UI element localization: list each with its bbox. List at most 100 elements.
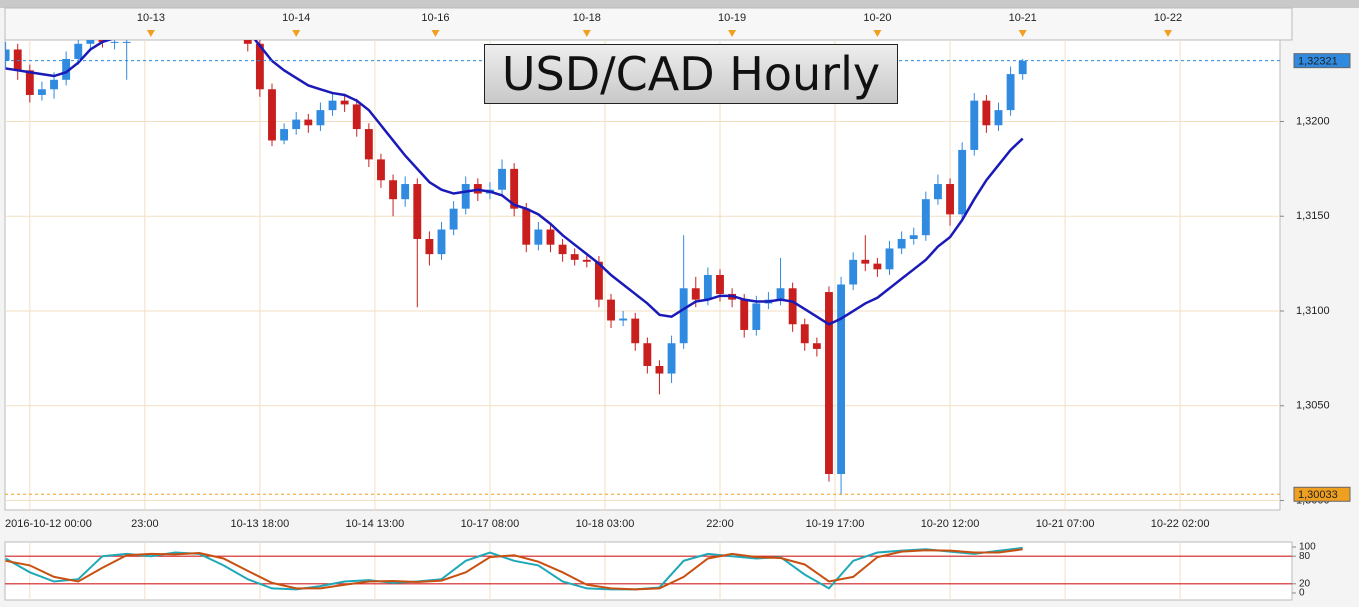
plot-layer: [5, 40, 1280, 510]
x-tick-label: 10-13 18:00: [231, 518, 290, 530]
event-marker: [1163, 30, 1172, 37]
event-label: 10-22: [1154, 12, 1182, 24]
event-marker: [292, 30, 301, 37]
event-marker: [1018, 30, 1027, 37]
candle-body: [389, 180, 398, 200]
candle-body: [13, 49, 22, 71]
moving-average: [5, 40, 1024, 326]
event-label: 10-21: [1009, 12, 1037, 24]
candle-body: [994, 110, 1003, 126]
candle-body: [812, 343, 821, 349]
candle-body: [885, 248, 894, 270]
x-tick-label: 10-17 08:00: [461, 518, 520, 530]
oscillator-layer: [5, 542, 1292, 600]
candle-body: [280, 129, 289, 141]
candle-body: [800, 324, 809, 344]
x-tick-label: 10-14 13:00: [346, 518, 405, 530]
candle-body: [716, 275, 724, 294]
candle-body: [643, 343, 652, 366]
event-marker: [728, 30, 737, 37]
osc-tick-label: 100: [1299, 542, 1316, 553]
x-tick-label: 22:00: [706, 518, 734, 530]
x-tick-label: 10-19 17:00: [806, 518, 865, 530]
candle-body: [619, 318, 628, 321]
candle-body: [970, 100, 979, 150]
candle-body: [437, 229, 446, 255]
price-tag-label: 1,32321: [1298, 56, 1338, 68]
candle-body: [377, 159, 385, 181]
candle-body: [328, 100, 337, 111]
candle-body: [934, 184, 942, 200]
event-label: 10-14: [282, 12, 310, 24]
event-marker: [146, 30, 155, 37]
candle-body: [837, 284, 846, 474]
candle-body: [982, 100, 991, 126]
y-tick-label: 1,3200: [1296, 115, 1330, 127]
oscillator-area: [4, 541, 1293, 601]
candle-body: [558, 244, 567, 255]
candle-body: [946, 184, 954, 215]
candle-body: [1018, 60, 1027, 75]
candle-body: [703, 275, 712, 300]
candle-body: [594, 261, 603, 300]
candle-body: [825, 292, 833, 474]
chart-title: USD/CAD Hourly: [484, 44, 898, 104]
toolbar: [0, 0, 1359, 8]
candle-body: [449, 208, 458, 230]
candle-body: [268, 89, 276, 141]
candle-body: [50, 79, 58, 90]
candle-body: [958, 149, 967, 215]
candle-body: [292, 119, 301, 130]
event-marker: [582, 30, 591, 37]
candle-body: [352, 104, 361, 130]
date-strip: [4, 7, 1293, 41]
candle-body: [776, 288, 785, 300]
candle-body: [849, 259, 858, 285]
candle-body: [679, 288, 688, 344]
candle-body: [461, 184, 470, 209]
candle-body: [570, 254, 579, 260]
candle-body: [582, 259, 591, 262]
osc-tick-label: 0: [1299, 588, 1305, 599]
candle-body: [425, 238, 434, 255]
candle-body: [897, 238, 906, 249]
candle-body: [86, 40, 95, 44]
event-label: 10-19: [718, 12, 746, 24]
candle-body: [243, 40, 252, 44]
candle-body: [316, 110, 325, 126]
plot-area: [4, 39, 1281, 511]
candle-body: [691, 288, 700, 300]
event-label: 10-13: [137, 12, 165, 24]
candle-body: [255, 43, 264, 90]
candle-body: [413, 184, 422, 239]
event-marker: [873, 30, 882, 37]
candle-body: [534, 229, 543, 245]
y-tick-label: 1,3050: [1296, 400, 1330, 412]
x-tick-label: 10-22 02:00: [1151, 518, 1210, 530]
candle-body: [752, 303, 761, 330]
candle-body: [788, 288, 797, 325]
candle-body: [607, 299, 615, 321]
candle-body: [122, 41, 131, 43]
osc-tick-label: 20: [1299, 578, 1311, 589]
candle-body: [510, 168, 519, 209]
candle-body: [25, 70, 34, 95]
x-tick-label: 23:00: [131, 518, 159, 530]
candle-body: [62, 58, 71, 80]
x-tick-label: 10-21 07:00: [1036, 518, 1095, 530]
candle-body: [861, 259, 870, 264]
candle-body: [740, 299, 749, 330]
event-label: 10-20: [863, 12, 891, 24]
candle-body: [340, 100, 349, 105]
candle-body: [498, 168, 506, 190]
price-tag: [1293, 486, 1351, 502]
candle-body: [667, 343, 676, 374]
event-marker: [431, 30, 440, 37]
candle-body: [364, 129, 373, 160]
candle-body: [522, 208, 531, 245]
candle-body: [37, 89, 46, 95]
price-tag-label: 1,30033: [1298, 489, 1338, 501]
candle-body: [304, 119, 313, 126]
x-tick-label: 10-18 03:00: [576, 518, 635, 530]
